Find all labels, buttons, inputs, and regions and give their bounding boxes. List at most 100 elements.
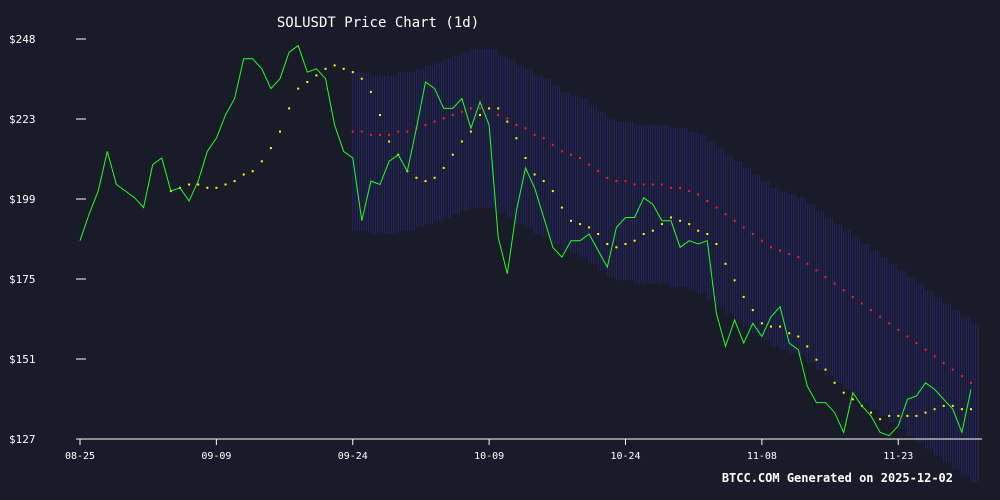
ma-long-point xyxy=(615,180,618,183)
ma-short-point xyxy=(797,335,800,338)
ma-short-point xyxy=(497,107,500,110)
ma-long-point xyxy=(497,114,500,116)
y-axis-ticks: $248 $223 $199 $175 $151 $127 xyxy=(9,33,86,446)
ma-short-point xyxy=(351,71,354,74)
ma-short-point xyxy=(288,107,291,110)
ma-short-point xyxy=(888,414,891,417)
ma-long-point xyxy=(533,133,536,136)
ma-long-point xyxy=(506,117,509,120)
ma-short-point xyxy=(688,223,691,226)
ma-long-point xyxy=(788,252,791,255)
ma-short-point xyxy=(315,74,318,77)
ma-short-point xyxy=(333,64,336,67)
ma-long-point xyxy=(388,133,391,136)
ma-short-point xyxy=(469,130,472,133)
ma-short-point xyxy=(651,229,654,232)
ma-short-point xyxy=(697,229,700,232)
ma-short-point xyxy=(542,180,545,183)
ma-short-point xyxy=(515,137,518,140)
ma-short-point xyxy=(851,398,854,401)
ma-short-point xyxy=(724,262,727,265)
ma-short-point xyxy=(206,186,209,189)
ma-long-point xyxy=(970,381,972,384)
ma-long-point xyxy=(733,219,736,222)
ma-short-point xyxy=(788,332,791,335)
ma-short-point xyxy=(670,216,672,219)
ma-short-point xyxy=(706,233,709,235)
ma-short-point xyxy=(451,153,454,156)
ma-short-point xyxy=(642,233,645,235)
ma-short-point xyxy=(360,77,363,80)
ma-long-point xyxy=(870,309,872,312)
ma-long-point xyxy=(570,153,572,156)
ma-long-point xyxy=(679,186,682,189)
ma-long-point xyxy=(842,289,845,292)
ma-long-point xyxy=(642,183,645,186)
ma-long-point xyxy=(406,130,409,133)
ma-short-point xyxy=(760,322,763,325)
ma-long-point xyxy=(360,130,363,133)
ma-short-point xyxy=(770,325,772,328)
ma-short-point xyxy=(842,391,845,394)
ma-short-point xyxy=(215,186,218,189)
y-tick-label: $175 xyxy=(9,273,36,286)
ma-long-point xyxy=(424,124,427,126)
ma-long-point xyxy=(960,375,963,378)
ma-long-point xyxy=(469,107,472,110)
ma-long-point xyxy=(660,183,663,186)
ma-long-point xyxy=(351,130,354,133)
ma-long-point xyxy=(715,206,718,209)
ma-long-point xyxy=(524,127,527,130)
ma-long-point xyxy=(760,239,763,242)
ma-short-point xyxy=(242,173,245,176)
ma-long-point xyxy=(460,110,463,113)
price-series xyxy=(79,44,972,437)
ma-short-point xyxy=(306,81,309,83)
ma-short-point xyxy=(533,173,536,176)
ma-short-point xyxy=(588,226,591,229)
ma-short-point xyxy=(460,140,463,143)
ma-short-point xyxy=(579,223,582,226)
ma-short-point xyxy=(633,239,636,242)
ma-short-point xyxy=(597,233,600,235)
x-tick-label: 09-09 xyxy=(201,451,231,462)
ma-long-point xyxy=(379,133,381,136)
ma-short-point xyxy=(733,279,736,282)
ma-long-point xyxy=(815,269,818,272)
ma-long-point xyxy=(933,355,936,358)
ma-short-point xyxy=(951,404,954,407)
x-tick-label: 11-08 xyxy=(747,451,777,462)
ma-long-point xyxy=(797,256,800,259)
ma-short-point xyxy=(233,180,236,183)
ma-long-point xyxy=(888,322,891,325)
chart-title: SOLUSDT Price Chart (1d) xyxy=(277,15,479,31)
ma-short-point xyxy=(551,190,554,193)
ma-long-point xyxy=(633,183,636,186)
ma-long-point xyxy=(806,262,809,265)
ma-long-point xyxy=(515,124,518,126)
ma-short-point xyxy=(742,295,745,298)
ma-short-point xyxy=(806,345,809,348)
ma-short-point xyxy=(197,183,200,186)
ma-long-point xyxy=(560,150,563,153)
ma-long-point xyxy=(651,183,654,186)
x-tick-label: 10-24 xyxy=(610,451,640,462)
y-tick-label: $248 xyxy=(9,33,36,46)
bollinger-band xyxy=(352,48,979,482)
x-tick-label: 10-09 xyxy=(474,451,504,462)
ma-long-point xyxy=(770,246,772,249)
y-tick-label: $223 xyxy=(9,113,36,126)
ma-long-point xyxy=(824,276,827,278)
ma-short-point xyxy=(279,130,281,133)
ma-long-point xyxy=(724,213,727,216)
ma-short-point xyxy=(942,404,945,407)
ma-long-point xyxy=(751,233,754,235)
ma-long-point xyxy=(706,200,709,202)
x-tick-label: 09-24 xyxy=(338,451,368,462)
ma-short-point xyxy=(260,160,263,163)
ma-long-point xyxy=(915,342,918,345)
ma-short-point xyxy=(224,183,227,186)
ma-short-point xyxy=(970,408,972,411)
